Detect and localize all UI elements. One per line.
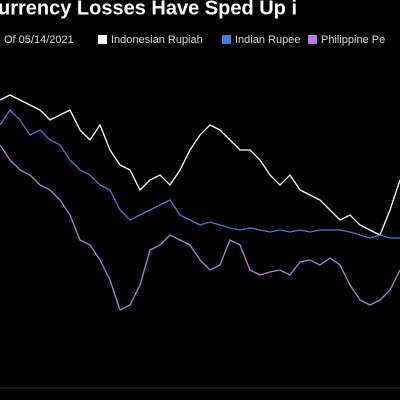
- series-line: [0, 144, 400, 311]
- legend-swatch: [98, 35, 107, 44]
- legend-swatch: [308, 35, 317, 44]
- series-line: [0, 94, 400, 236]
- legend-swatch: [222, 35, 231, 44]
- legend-label: Indian Rupee: [235, 34, 300, 46]
- chart-title: urrency Losses Have Sped Up i: [0, 0, 297, 19]
- legend-label: Indonesian Rupiah: [111, 34, 203, 46]
- legend-label: Philippine Pe: [321, 34, 385, 46]
- series-line: [0, 108, 400, 239]
- chart-subtitle: Of 05/14/2021: [4, 34, 74, 46]
